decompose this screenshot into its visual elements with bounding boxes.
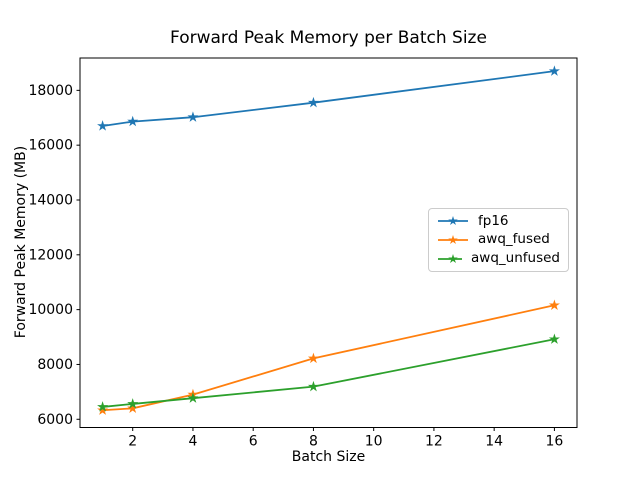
data-point-marker [127,402,139,413]
legend-item-awq_unfused: awq_unfused [437,249,560,266]
series-line [101,70,556,127]
x-tick-label: 12 [425,434,443,450]
x-tick-label: 8 [309,434,318,450]
y-tick-label: 18000 [28,83,73,99]
legend-swatch [438,234,468,245]
data-point-marker [97,120,109,131]
y-tick-label: 8000 [37,357,73,373]
data-point-marker [127,398,139,409]
legend-item-fp16: fp16 [437,212,560,229]
x-axis-label: Batch Size [291,449,366,465]
data-point-marker [548,299,560,310]
y-tick-label: 14000 [28,192,73,208]
legend-label: awq_fused [478,231,550,248]
legend-swatch [438,216,468,226]
legend-label: awq_unfused [471,249,560,266]
y-tick-label: 12000 [28,247,73,263]
series-fp16 [97,65,560,131]
y-tick-label: 16000 [28,138,73,154]
x-tick-label: 2 [128,434,137,450]
y-tick-label: 10000 [28,302,73,318]
series-awq_unfused [97,333,560,412]
legend: fp16 awq_fused awq_unfused [428,208,569,272]
x-tick-label: 4 [188,434,197,450]
data-point-marker [97,404,109,415]
x-tick-label: 14 [485,434,503,450]
data-point-marker [548,65,560,76]
x-tick-label: 16 [545,434,563,450]
legend-label: fp16 [478,212,509,229]
series-line [101,338,556,408]
axes-frame [79,57,578,428]
data-point-marker [307,352,319,364]
data-point-marker [187,111,199,122]
data-point-marker [548,333,560,344]
x-tick-label: 10 [365,434,383,450]
data-point-marker [187,392,199,403]
x-tick-label: 6 [249,434,258,450]
data-point-marker [127,115,139,127]
data-point-marker [97,401,109,412]
series-awq_fused [97,299,560,415]
chart-title: Forward Peak Memory per Batch Size [170,28,487,48]
series-line [101,304,556,412]
data-point-marker [307,96,319,108]
data-point-marker [307,380,319,392]
legend-item-awq_fused: awq_fused [437,233,560,247]
y-tick-label: 6000 [37,412,73,428]
y-axis-label: Forward Peak Memory (MB) [13,145,29,339]
legend-swatch [438,253,463,263]
